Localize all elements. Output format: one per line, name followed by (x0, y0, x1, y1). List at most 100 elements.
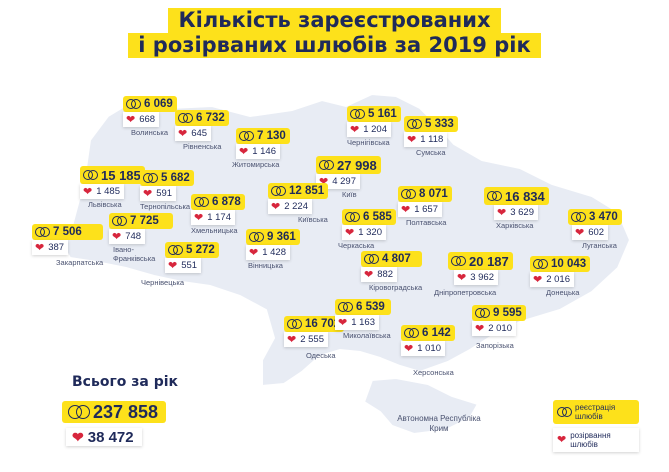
wedding-rings-icon (143, 173, 158, 183)
wedding-rings-icon (249, 232, 264, 242)
title-block: Кількість зареєстрованих і розірваних шл… (0, 8, 669, 58)
divorced-count: 591 (156, 188, 173, 199)
married-count: 6 732 (196, 112, 225, 124)
legend-divorce-label: розірвання шлюбів (570, 431, 611, 449)
wedding-rings-icon (35, 227, 50, 237)
married-count: 6 878 (212, 196, 241, 208)
broken-heart-icon: ❤ (143, 188, 153, 200)
married-count: 4 807 (382, 253, 411, 265)
region-luhanska: 3 470 ❤ 602 Луганська (568, 209, 622, 250)
divorced-count: 2 016 (546, 274, 570, 285)
totals-divorced-count: 38 472 (87, 428, 134, 446)
region-name: Одеська (306, 351, 336, 360)
divorced-count: 1 010 (417, 343, 441, 354)
wedding-rings-icon (194, 197, 209, 207)
region-khersonska: 6 142 ❤ 1 010 Херсонська (401, 325, 455, 377)
legend-marriage: реєстрація шлюбів (553, 400, 639, 424)
wedding-rings-icon (68, 405, 90, 419)
wedding-rings-icon (557, 407, 572, 417)
region-ternopilska: 5 682 ❤ 591 Тернопільська (140, 170, 194, 211)
broken-heart-icon: ❤ (83, 186, 93, 198)
region-name: Чернігівська (347, 138, 390, 147)
region-name: Запорізька (476, 341, 514, 350)
divorced-count: 4 297 (332, 176, 356, 187)
broken-heart-icon: ❤ (350, 124, 360, 136)
wedding-rings-icon (112, 216, 127, 226)
married-count: 6 142 (422, 327, 451, 339)
region-name: Тернопільська (140, 202, 191, 211)
divorced-count: 3 629 (510, 207, 534, 218)
broken-heart-icon: ❤ (168, 260, 178, 272)
legend-divorce: ❤ розірвання шлюбів (553, 428, 639, 452)
region-name: Хмельницька (191, 226, 238, 235)
wedding-rings-icon (126, 99, 141, 109)
broken-heart-icon: ❤ (497, 207, 507, 219)
region-cherkaska: 6 585 ❤ 1 320 Черкаська (338, 209, 396, 250)
title-line-2: і розірваних шлюбів за 2019 рік (128, 33, 541, 58)
broken-heart-icon: ❤ (194, 212, 204, 224)
region-kyivska: 12 851 ❤ 2 224 Київська (268, 183, 329, 224)
region-mykolaivska: 6 539 ❤ 1 163 Миколаївська (335, 299, 391, 340)
wedding-rings-icon (287, 319, 302, 329)
broken-heart-icon: ❤ (319, 176, 329, 188)
wedding-rings-icon (178, 113, 193, 123)
divorced-count: 668 (139, 114, 156, 125)
divorced-count: 387 (48, 242, 65, 253)
wedding-rings-icon (404, 328, 419, 338)
divorced-count: 1 118 (420, 134, 444, 145)
region-name: Львівська (88, 200, 122, 209)
region-name: Харківська (496, 221, 534, 230)
region-name: Вінницька (248, 261, 283, 270)
married-count: 5 682 (161, 172, 190, 184)
married-count: 7 506 (53, 226, 82, 238)
divorced-count: 1 657 (414, 204, 438, 215)
married-count: 20 187 (469, 253, 509, 269)
divorced-count: 1 320 (358, 227, 382, 238)
region-chernihivska: 5 161 ❤ 1 204 Чернігівська (347, 106, 401, 147)
married-count: 8 071 (419, 188, 448, 200)
wedding-rings-icon (345, 212, 360, 222)
broken-heart-icon: ❤ (475, 323, 485, 335)
region-name: Луганська (582, 241, 617, 250)
broken-heart-icon: ❤ (338, 317, 348, 329)
broken-heart-icon: ❤ (457, 272, 467, 284)
wedding-rings-icon (319, 160, 334, 170)
wedding-rings-icon (350, 109, 365, 119)
wedding-rings-icon (533, 259, 548, 269)
broken-heart-icon: ❤ (557, 433, 567, 446)
region-poltavska: 8 071 ❤ 1 657 Полтавська (398, 186, 452, 227)
region-kharkivska: 16 834 ❤ 3 629 Харківська (484, 187, 549, 230)
region-kyiv-city: 27 998 ❤ 4 297 Київ (316, 156, 381, 199)
region-donetska: 10 043 ❤ 2 016 Донецька (530, 256, 591, 297)
region-sumska: 5 333 ❤ 1 118 Сумська (404, 116, 458, 157)
region-name: Дніпропетровська (434, 288, 497, 297)
married-count: 5 272 (186, 244, 215, 256)
married-count: 12 851 (289, 185, 325, 197)
totals-married-count: 237 858 (93, 401, 159, 422)
wedding-rings-icon (475, 308, 490, 318)
totals-label: Всього за рік (72, 374, 179, 390)
broken-heart-icon: ❤ (407, 134, 417, 146)
region-name: Донецька (546, 288, 580, 297)
region-name: Сумська (416, 148, 446, 157)
married-count: 16 834 (505, 188, 545, 204)
region-name: Івано-Франківська (113, 245, 156, 263)
divorced-count: 1 204 (363, 124, 387, 135)
broken-heart-icon: ❤ (126, 114, 136, 126)
broken-heart-icon: ❤ (112, 231, 122, 243)
divorced-count: 1 485 (96, 186, 120, 197)
broken-heart-icon: ❤ (404, 343, 414, 355)
divorced-count: 3 962 (470, 272, 494, 283)
divorced-count: 748 (125, 231, 142, 242)
married-count: 5 333 (425, 118, 454, 130)
region-zhytomyrska: 7 130 ❤ 1 146 Житомирська (232, 128, 290, 169)
region-name: Житомирська (232, 160, 280, 169)
region-zakarpatska: 7 506 ❤ 387 Закарпатська (32, 224, 104, 267)
divorced-count: 2 555 (300, 334, 324, 345)
married-count: 16 702 (305, 318, 341, 330)
broken-heart-icon: ❤ (271, 201, 281, 213)
broken-heart-icon: ❤ (72, 428, 84, 445)
broken-heart-icon: ❤ (401, 204, 411, 216)
region-name: Полтавська (406, 218, 447, 227)
wedding-rings-icon (338, 302, 353, 312)
